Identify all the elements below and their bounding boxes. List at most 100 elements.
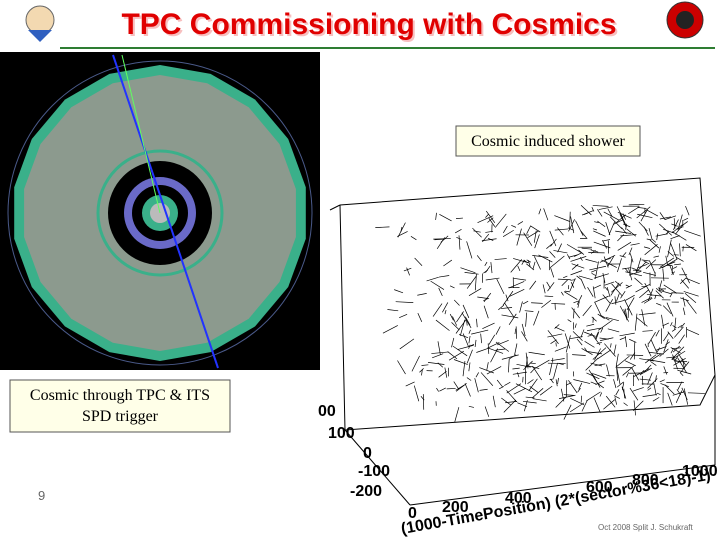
shower-hit: [543, 208, 549, 221]
x-tick-label: 1000: [682, 463, 718, 480]
shower-hit: [680, 297, 689, 302]
shower-hit: [382, 325, 398, 334]
shower-hit: [614, 397, 617, 405]
shower-hit: [533, 256, 541, 270]
shower-hit: [619, 337, 626, 340]
shower-plot: [329, 177, 716, 506]
shower-hit: [684, 292, 697, 303]
shower-hit: [680, 322, 685, 329]
shower-hit: [502, 225, 508, 234]
shower-hit: [554, 326, 565, 332]
shower-hit: [594, 261, 599, 279]
shower-hit: [677, 353, 687, 367]
shower-hit: [619, 305, 629, 322]
caption-box: [9, 379, 231, 433]
shower-hit: [587, 286, 594, 297]
shower-hit: [644, 343, 652, 357]
shower-hit: [633, 400, 636, 416]
shower-hit: [547, 333, 563, 338]
shower-hit: [515, 383, 533, 393]
shower-hit: [568, 254, 578, 258]
shower-hit: [554, 228, 569, 231]
shower-hit: [550, 238, 557, 247]
shower-hit: [643, 364, 652, 373]
shower-hit: [432, 303, 443, 317]
shower-hit: [602, 294, 611, 304]
shower-hit: [490, 262, 493, 274]
shower-hit: [576, 275, 582, 280]
shower-hit: [599, 254, 616, 263]
shower-hit: [628, 268, 633, 281]
shower-hit: [504, 302, 515, 318]
shower-hit: [570, 270, 583, 276]
shower-hit: [676, 226, 683, 230]
shower-hit: [671, 328, 677, 332]
shower-hit: [658, 280, 663, 291]
shower-hit: [659, 379, 665, 383]
shower-hit: [435, 319, 450, 331]
shower-hit: [480, 372, 494, 386]
shower-hit: [584, 340, 595, 348]
shower-hit: [597, 349, 612, 360]
shower-hit: [650, 353, 662, 362]
shower-hit: [664, 215, 677, 220]
shower-hit: [597, 313, 605, 319]
shower-hit: [521, 331, 528, 342]
shower-hit: [611, 283, 623, 297]
shower-hit: [565, 335, 571, 353]
shower-hit: [647, 359, 666, 363]
shower-hit: [596, 342, 602, 344]
shower-hit: [558, 394, 576, 399]
shower-hit: [617, 241, 632, 251]
shower-hit: [488, 334, 496, 345]
shower-hit: [523, 360, 533, 371]
shower-hit: [613, 395, 620, 399]
x-tick-label: 400: [505, 490, 532, 507]
shower-hit: [667, 239, 672, 258]
shower-hit: [641, 259, 651, 262]
shower-hit: [576, 295, 583, 305]
shower-hit: [563, 291, 578, 300]
shower-hit: [676, 257, 684, 262]
shower-hit: [646, 209, 659, 217]
shower-hit: [413, 385, 420, 402]
shower-hit: [570, 281, 575, 288]
shower-hit: [644, 283, 653, 296]
shower-hit: [570, 398, 585, 406]
shower-hit: [430, 280, 445, 290]
shower-hit: [663, 332, 670, 342]
shower-hit: [620, 291, 626, 299]
shower-hit: [554, 324, 560, 329]
shower-hit: [658, 246, 661, 253]
shower-hit: [604, 286, 609, 291]
shower-hit: [405, 381, 415, 387]
shower-hit: [619, 332, 635, 337]
shower-hit: [679, 372, 684, 377]
shower-hit: [508, 281, 525, 289]
shower-hit: [529, 362, 536, 364]
shower-hit: [530, 225, 541, 233]
shower-hit: [672, 266, 678, 269]
shower-hit: [399, 338, 415, 350]
shower-hit: [447, 351, 458, 360]
shower-hit: [568, 219, 575, 232]
shower-hit: [655, 375, 657, 382]
shower-hit: [487, 347, 504, 354]
shower-hit: [591, 316, 597, 322]
shower-hit: [431, 351, 449, 354]
shower-hit: [486, 362, 489, 371]
shower-hit: [580, 278, 586, 290]
shower-hit: [578, 275, 593, 281]
shower-hit: [442, 302, 449, 313]
shower-hit: [628, 247, 633, 256]
shower-hit: [438, 287, 443, 297]
shower-hit: [647, 387, 652, 391]
shower-hit: [527, 230, 540, 238]
shower-hit: [626, 354, 644, 356]
shower-hit: [448, 350, 464, 361]
shower-hit: [566, 254, 571, 260]
shower-hit: [605, 222, 611, 236]
shower-hit: [550, 267, 555, 278]
shower-hit: [683, 291, 699, 297]
shower-hit: [531, 302, 543, 304]
